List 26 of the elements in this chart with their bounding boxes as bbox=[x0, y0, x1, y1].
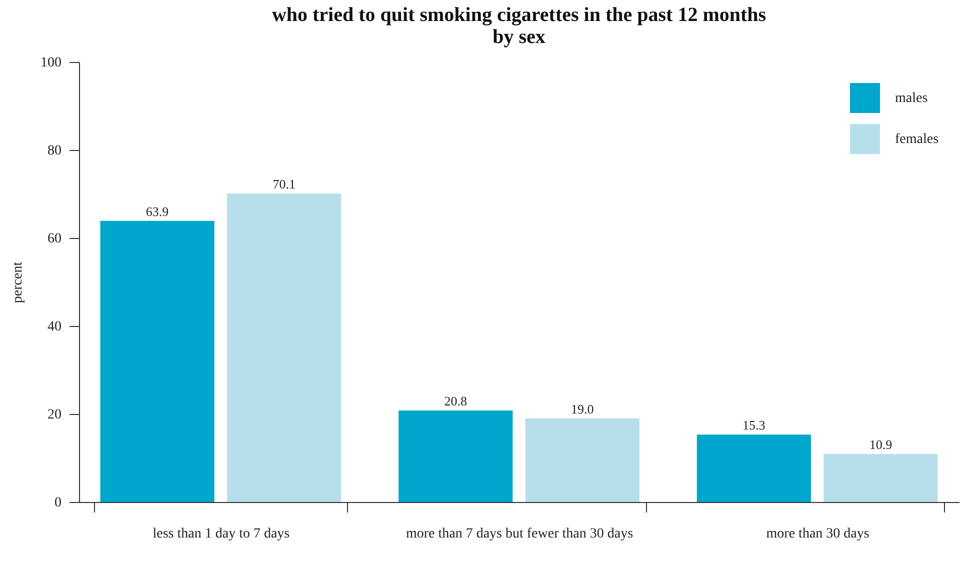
text: 20.8 bbox=[444, 393, 467, 408]
bar bbox=[525, 418, 640, 502]
text: 15.3 bbox=[742, 418, 766, 433]
y-tick-label: 20 bbox=[48, 408, 62, 422]
bar bbox=[696, 434, 811, 502]
bar bbox=[398, 410, 513, 502]
x-tick-label: less than 1 day to 7 days bbox=[152, 526, 290, 542]
text: 19.0 bbox=[571, 401, 594, 416]
bar bbox=[227, 194, 342, 502]
legend-label: females bbox=[895, 132, 939, 147]
text: by sex bbox=[492, 26, 546, 48]
x-tick-label: more than 7 days but fewer than 30 days bbox=[406, 526, 634, 542]
text: 70.1 bbox=[272, 176, 296, 192]
y-tick-label: 40 bbox=[48, 320, 62, 334]
legend-label: males bbox=[895, 91, 928, 106]
y-tick-label: 80 bbox=[48, 144, 62, 158]
x-tick-label: more than 30 days bbox=[766, 526, 870, 542]
text: who tried to quit smoking cigarettes in the past 12 months bbox=[272, 4, 766, 26]
text: 10.9 bbox=[869, 437, 892, 452]
y-tick-label: 100 bbox=[40, 56, 62, 70]
bar bbox=[824, 454, 938, 502]
bar bbox=[100, 220, 214, 502]
y-tick-label: 60 bbox=[48, 232, 62, 246]
y-axis-title: percent bbox=[10, 262, 26, 304]
text: 63.9 bbox=[146, 204, 169, 219]
y-tick-label: 0 bbox=[54, 496, 62, 510]
